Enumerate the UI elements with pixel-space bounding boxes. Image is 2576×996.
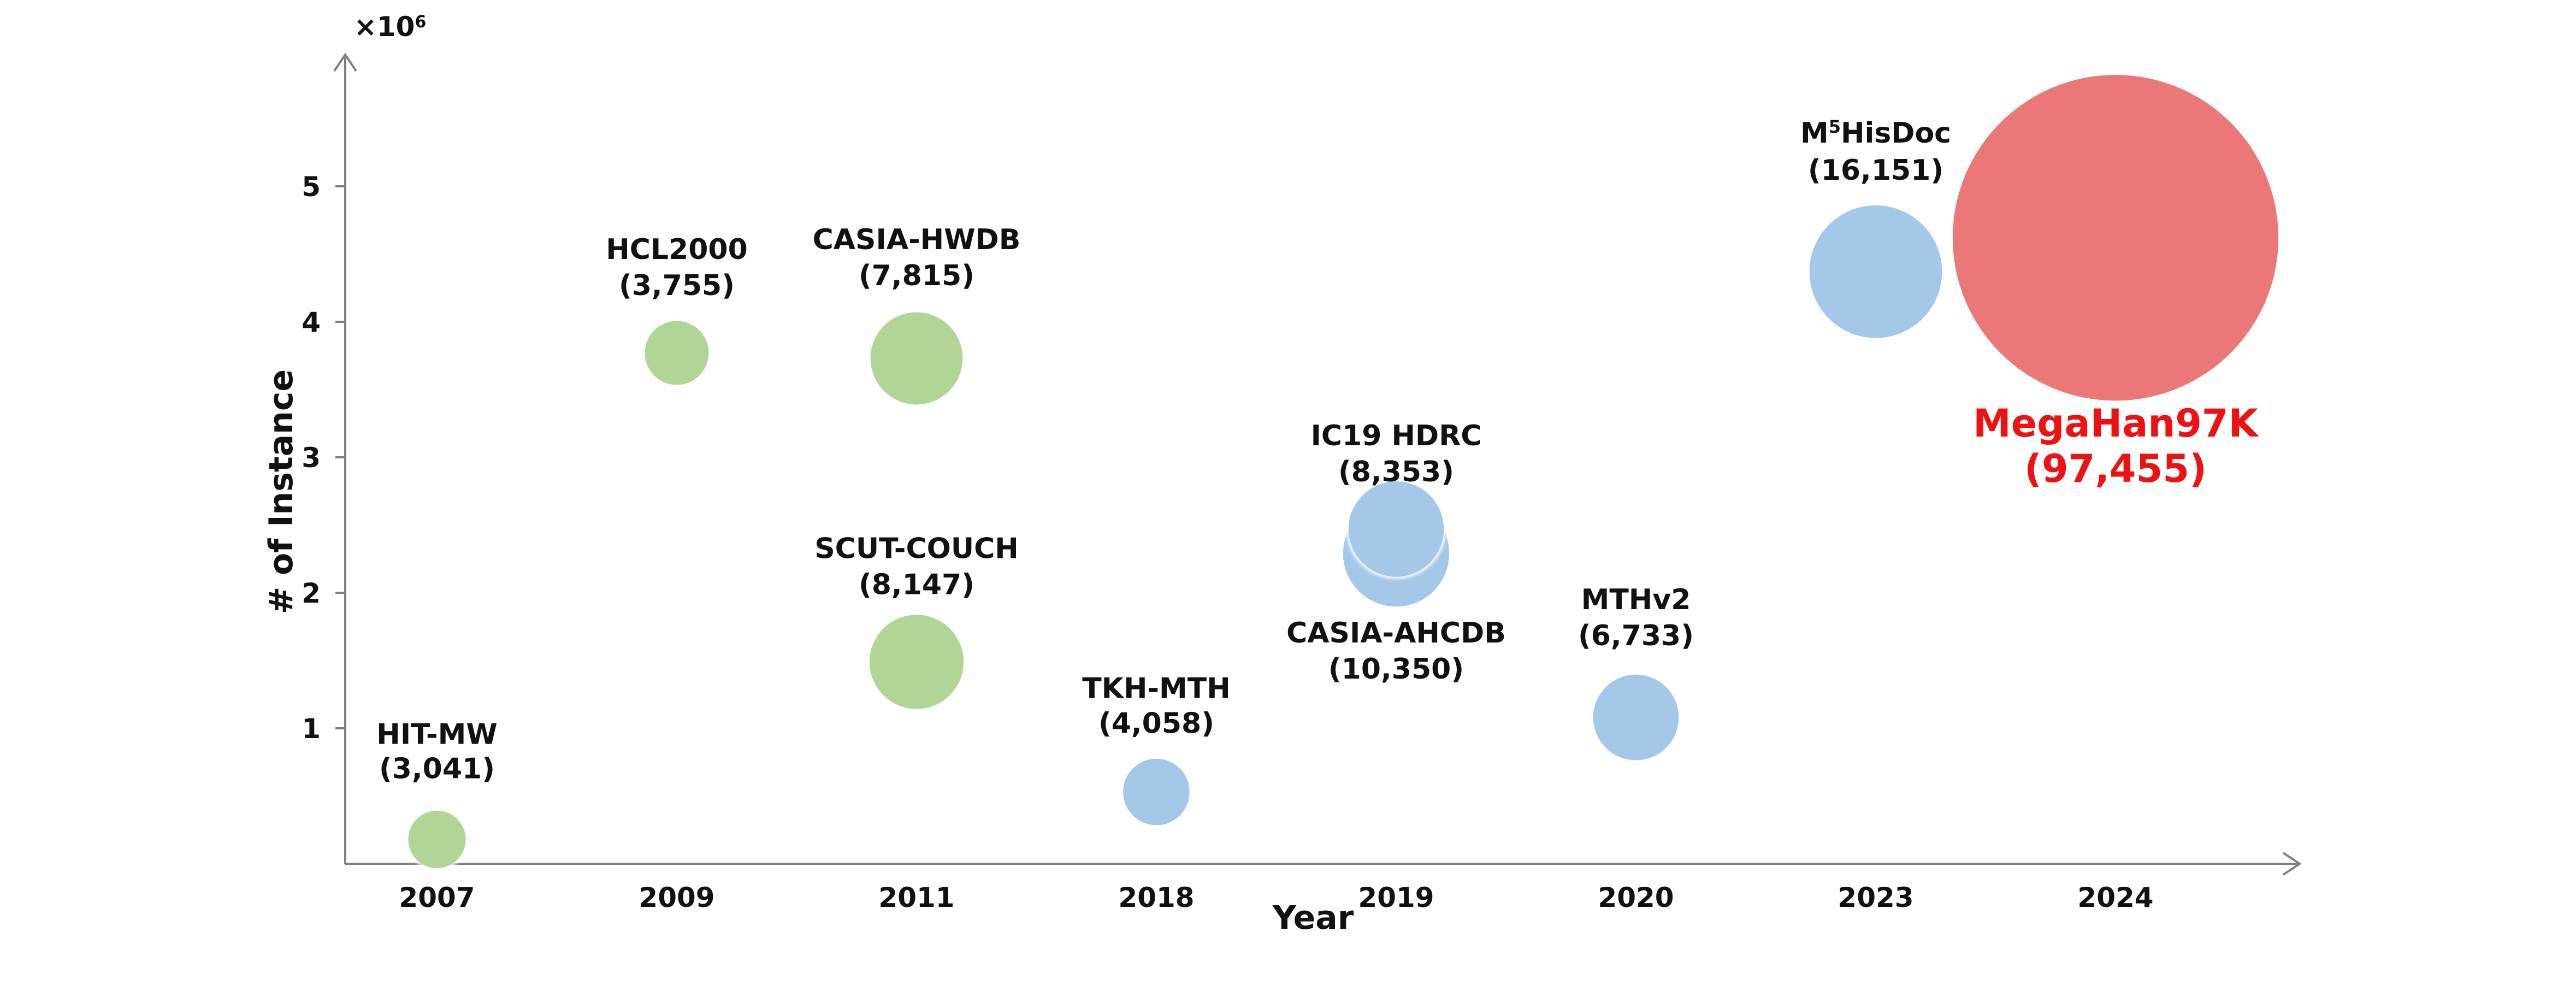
bubble-name-part: HisDoc bbox=[1841, 117, 1951, 150]
x-ticks: 2007 2009 2011 2018 2019 2020 2023 2024 bbox=[399, 882, 2153, 914]
y-multiplier-base: ×10 bbox=[354, 11, 415, 43]
y-multiplier-exponent: 6 bbox=[415, 13, 426, 32]
bubble-mark bbox=[869, 615, 964, 709]
x-tick-label: 2019 bbox=[1358, 882, 1434, 914]
bubble-name-label: HIT-MW bbox=[376, 718, 497, 751]
bubble-value-label: (16,151) bbox=[1808, 154, 1943, 187]
bubble-name-label: CASIA-AHCDB bbox=[1286, 617, 1506, 650]
y-tick-label: 1 bbox=[302, 713, 321, 745]
axes: ×106 # of Instance Year bbox=[262, 11, 2302, 937]
x-tick-label: 2020 bbox=[1598, 882, 1674, 914]
bubble-value-label: (6,733) bbox=[1578, 620, 1694, 652]
bubble-mark bbox=[1952, 75, 2279, 401]
x-tick-label: 2018 bbox=[1118, 882, 1194, 914]
bubble-mark bbox=[1348, 481, 1444, 577]
bubble-name-superscript: 5 bbox=[1829, 116, 1841, 137]
y-multiplier-label: ×106 bbox=[354, 11, 426, 43]
bubble-value-label: (3,755) bbox=[619, 269, 735, 302]
bubble-mark bbox=[1593, 674, 1679, 761]
y-axis-arrow bbox=[333, 52, 357, 72]
y-tick-label: 3 bbox=[302, 442, 321, 474]
bubble-name-label: M5HisDoc bbox=[1800, 116, 1951, 150]
bubble-value-label: (8,353) bbox=[1338, 456, 1454, 488]
bubble-value-label: (3,041) bbox=[379, 752, 495, 785]
bubble-casia-hwdb bbox=[868, 310, 965, 407]
bubble-mark bbox=[870, 312, 963, 405]
bubble-name-label: MegaHan97K bbox=[1973, 401, 2260, 446]
x-axis-title: Year bbox=[1272, 899, 1354, 937]
x-axis-arrow bbox=[2282, 852, 2302, 876]
bubble-value-label: (97,455) bbox=[2024, 446, 2207, 491]
y-tick-label: 2 bbox=[302, 577, 321, 609]
y-axis-title: # of Instance bbox=[262, 369, 300, 614]
bubble-megahan97k bbox=[1950, 73, 2281, 403]
bubble-name-label: HCL2000 bbox=[606, 233, 748, 266]
bubble-mark bbox=[1123, 758, 1190, 826]
bubble-name-label: IC19 HDRC bbox=[1311, 420, 1482, 452]
bubble-scut-couch bbox=[867, 612, 966, 711]
bubble-tkh-mth bbox=[1121, 756, 1192, 828]
x-tick-label: 2023 bbox=[1838, 882, 1913, 914]
bubble-m bbox=[1807, 203, 1945, 340]
bubbles bbox=[406, 73, 2281, 871]
x-tick-label: 2024 bbox=[2077, 882, 2153, 914]
bubble-name-label: SCUT-COUCH bbox=[814, 532, 1019, 565]
bubble-mark bbox=[645, 321, 709, 385]
bubble-name-part: M bbox=[1800, 117, 1829, 150]
bubble-mark bbox=[1809, 205, 1942, 338]
bubble-value-label: (10,350) bbox=[1328, 653, 1464, 686]
bubble-labels: HIT-MW(3,041) HCL2000(3,755) CASIA-HWDB (7,… bbox=[376, 116, 2259, 785]
bubble-name-label: TKH-MTH bbox=[1082, 673, 1231, 705]
bubble-mark bbox=[408, 810, 466, 869]
x-tick-label: 2011 bbox=[878, 882, 954, 914]
bubble-hcl2000 bbox=[642, 319, 711, 387]
bubble-value-label: (4,058) bbox=[1098, 708, 1214, 740]
bubble-name-label: MTHv2 bbox=[1581, 584, 1691, 616]
y-tick-label: 5 bbox=[302, 171, 321, 203]
y-tick-label: 4 bbox=[302, 307, 321, 338]
bubble-value-label: (8,147) bbox=[859, 568, 974, 601]
bubble-hit-mw bbox=[406, 808, 468, 871]
y-ticks: 1 2 3 4 5 bbox=[302, 171, 345, 745]
x-tick-label: 2009 bbox=[639, 882, 714, 914]
bubble-mthv2 bbox=[1591, 672, 1681, 763]
bubble-ic19-hdrc bbox=[1346, 479, 1446, 579]
bubble-name-label: CASIA-HWDB bbox=[813, 223, 1021, 256]
bubble-value-label: (7,815) bbox=[859, 260, 974, 292]
x-tick-label: 2007 bbox=[399, 882, 475, 914]
